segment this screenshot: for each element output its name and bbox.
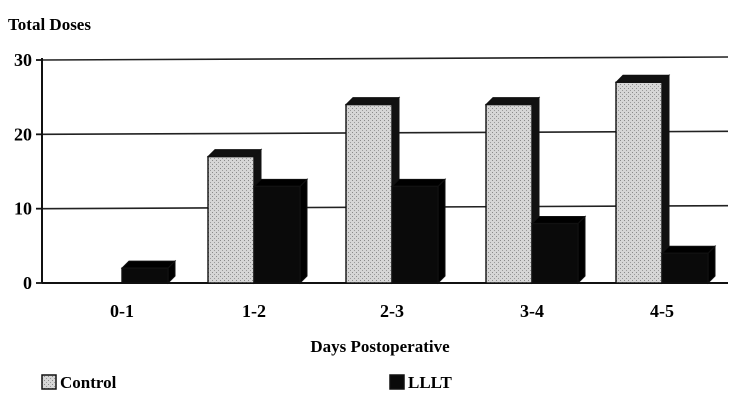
bar-lllt-2-3-side	[437, 178, 446, 285]
bars	[120, 74, 717, 285]
y-tick-label: 0	[23, 273, 32, 293]
y-tick-label: 20	[14, 124, 32, 144]
bar-control-2-3-front	[345, 103, 393, 284]
bar-control-4-5-top	[614, 74, 671, 83]
bar-control-3-4-front	[485, 103, 533, 284]
x-tick-label: 0-1	[110, 301, 134, 321]
bar-control-1-2	[206, 148, 263, 285]
legend-swatch-lllt	[389, 374, 405, 390]
bar-control-3-4	[484, 96, 541, 285]
bar-lllt-2-3	[390, 178, 447, 285]
x-tick-label: 4-5	[650, 301, 674, 321]
bar-control-1-2-front	[207, 155, 255, 284]
legend-item-lllt: LLLT	[389, 373, 452, 392]
legend-swatch-control	[41, 374, 57, 390]
legend-label-lllt: LLLT	[408, 373, 452, 392]
x-tick-label: 2-3	[380, 301, 404, 321]
bar-lllt-4-5-top	[660, 245, 717, 254]
bar-lllt-3-4-front	[531, 222, 579, 284]
bar-lllt-0-1	[120, 259, 177, 285]
bar-control-4-5	[614, 74, 671, 285]
bar-control-1-2-top	[206, 149, 263, 158]
bar-lllt-3-4-top	[530, 216, 587, 225]
bar-lllt-1-2-top	[252, 178, 309, 187]
bar-lllt-1-2-front	[253, 185, 301, 284]
bar-lllt-4-5	[660, 245, 717, 285]
x-tick-labels: 0-1 1-2 2-3 3-4 4-5	[110, 301, 674, 321]
bar-lllt-1-2-side	[299, 178, 308, 285]
bar-control-2-3	[344, 96, 401, 285]
bar-lllt-2-3-top	[390, 178, 447, 187]
x-tick-label: 1-2	[242, 301, 266, 321]
bar-control-2-3-top	[344, 97, 401, 106]
bar-lllt-0-1-top	[120, 260, 177, 269]
bar-lllt-2-3-front	[391, 185, 439, 284]
legend: Control LLLT	[41, 373, 452, 392]
bar-control-3-4-top	[484, 97, 541, 106]
bar-lllt-3-4-side	[577, 215, 586, 285]
y-tick-labels: 0 10 20 30	[14, 50, 32, 293]
legend-item-control: Control	[41, 373, 117, 392]
bar-lllt-1-2	[252, 178, 309, 285]
x-axis-title: Days Postoperative	[310, 337, 450, 356]
legend-label-control: Control	[60, 373, 117, 392]
gridline	[41, 56, 729, 61]
y-axis-title: Total Doses	[8, 15, 91, 34]
bar-lllt-0-1-front	[121, 267, 169, 284]
bar-lllt-4-5-front	[661, 252, 709, 284]
y-tick-label: 10	[14, 199, 32, 219]
bar-lllt-3-4	[530, 215, 587, 285]
bar-control-4-5-front	[615, 81, 663, 284]
x-tick-label: 3-4	[520, 301, 544, 321]
y-tick-label: 30	[14, 50, 32, 70]
